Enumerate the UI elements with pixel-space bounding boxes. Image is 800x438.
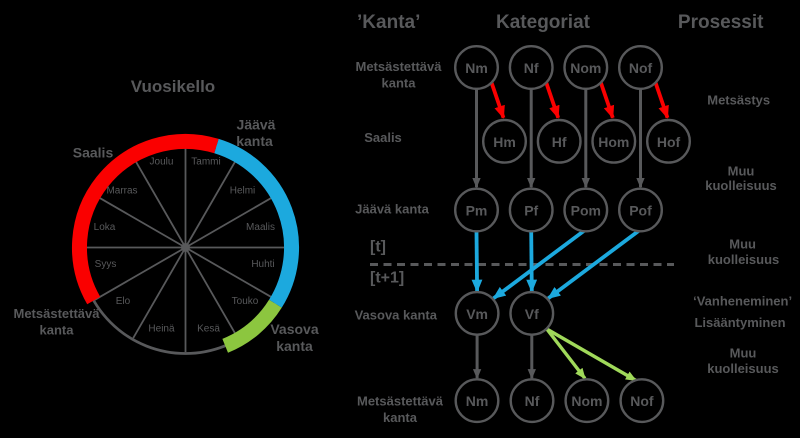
svg-text:kanta: kanta	[276, 338, 313, 354]
svg-text:kuolleisuus: kuolleisuus	[705, 178, 777, 193]
svg-text:[t]: [t]	[370, 239, 386, 256]
svg-text:Nf: Nf	[524, 60, 539, 76]
svg-text:Nof: Nof	[629, 60, 653, 76]
svg-text:Nof: Nof	[630, 393, 654, 409]
svg-text:Saalis: Saalis	[73, 145, 114, 161]
svg-text:Jäävä: Jäävä	[237, 116, 276, 132]
svg-text:Hof: Hof	[657, 134, 681, 150]
svg-text:kuolleisuus: kuolleisuus	[708, 252, 780, 267]
svg-text:Vasova kanta: Vasova kanta	[355, 308, 438, 323]
svg-text:Touko: Touko	[232, 296, 259, 307]
svg-text:kanta: kanta	[382, 76, 417, 91]
svg-text:Joulu: Joulu	[150, 157, 174, 168]
svg-text:Vf: Vf	[525, 306, 539, 322]
svg-text:Pof: Pof	[629, 203, 652, 219]
svg-text:Hf: Hf	[552, 134, 567, 150]
svg-text:Tammi: Tammi	[191, 157, 220, 168]
svg-text:kanta: kanta	[236, 133, 273, 149]
svg-text:Nom: Nom	[570, 60, 601, 76]
svg-text:Metsästettävä: Metsästettävä	[357, 394, 444, 409]
svg-text:Nf: Nf	[525, 393, 540, 409]
svg-text:Hom: Hom	[598, 134, 629, 150]
svg-text:Muu: Muu	[730, 346, 757, 361]
svg-text:Hm: Hm	[493, 134, 516, 150]
svg-text:Vuosikello: Vuosikello	[131, 77, 215, 96]
svg-text:Marras: Marras	[106, 186, 137, 197]
svg-text:Nm: Nm	[466, 393, 489, 409]
svg-text:kanta: kanta	[383, 410, 418, 425]
svg-text:Loka: Loka	[94, 222, 116, 233]
svg-text:Vm: Vm	[466, 306, 488, 322]
svg-text:‘Vanheneminen’: ‘Vanheneminen’	[693, 294, 792, 309]
svg-text:Metsästettävä: Metsästettävä	[356, 59, 443, 74]
svg-text:Syys: Syys	[95, 259, 117, 270]
svg-text:Muu: Muu	[729, 237, 756, 252]
svg-text:Pf: Pf	[524, 203, 538, 219]
svg-text:Kesä: Kesä	[197, 324, 220, 335]
svg-text:[t+1]: [t+1]	[370, 270, 404, 287]
svg-text:Jäävä kanta: Jäävä kanta	[355, 202, 429, 217]
svg-text:kanta: kanta	[40, 323, 75, 338]
svg-text:Vasova: Vasova	[270, 321, 318, 337]
svg-text:Prosessit: Prosessit	[678, 12, 764, 33]
svg-text:Heinä: Heinä	[148, 324, 175, 335]
svg-text:kuolleisuus: kuolleisuus	[707, 361, 779, 376]
svg-text:Maalis: Maalis	[246, 222, 275, 233]
svg-text:’Kanta’: ’Kanta’	[357, 12, 420, 33]
svg-text:Elo: Elo	[116, 296, 131, 307]
svg-text:Helmi: Helmi	[230, 186, 256, 197]
svg-text:Metsästettävä: Metsästettävä	[14, 306, 101, 321]
svg-text:Muu: Muu	[728, 164, 755, 179]
svg-text:Metsästys: Metsästys	[707, 93, 770, 108]
svg-text:Huhti: Huhti	[251, 259, 274, 270]
svg-text:Lisääntyminen: Lisääntyminen	[694, 315, 785, 330]
svg-text:Nm: Nm	[465, 60, 488, 76]
svg-text:Kategoriat: Kategoriat	[496, 12, 591, 33]
svg-text:Nom: Nom	[571, 393, 602, 409]
svg-text:Saalis: Saalis	[364, 130, 402, 145]
svg-text:Pom: Pom	[571, 203, 601, 219]
svg-text:Pm: Pm	[466, 203, 488, 219]
